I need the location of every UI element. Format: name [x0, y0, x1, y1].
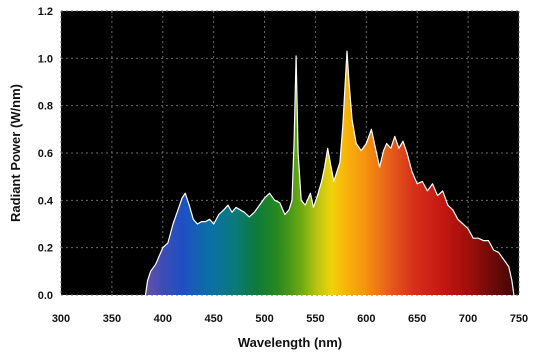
y-tick-label: 0.2 [38, 243, 53, 255]
series-layer [144, 50, 515, 296]
x-tick-label: 500 [255, 313, 273, 325]
spectrum-outline [144, 50, 515, 296]
y-tick-label: 0.8 [38, 101, 53, 113]
y-tick-label: 1.0 [38, 53, 53, 65]
x-tick-labels: 300 350 400 450 500 550 600 650 700 750 [52, 313, 528, 325]
spectrum-area [145, 51, 514, 296]
x-tick-label: 600 [357, 313, 375, 325]
y-tick-label: 0.0 [38, 290, 53, 302]
y-tick-label: 0.6 [38, 148, 53, 160]
x-tick-label: 400 [154, 313, 172, 325]
y-tick-label: 1.2 [38, 6, 53, 18]
x-tick-label: 450 [204, 313, 222, 325]
y-axis-label: Radiant Power (W/nm) [8, 84, 23, 222]
x-tick-label: 650 [408, 313, 426, 325]
y-tick-labels: 0.0 0.2 0.4 0.6 0.8 1.0 1.2 [38, 6, 54, 302]
y-tick-label: 0.4 [38, 195, 54, 207]
x-tick-label: 750 [510, 313, 528, 325]
x-tick-label: 350 [103, 313, 121, 325]
x-tick-label: 700 [459, 313, 477, 325]
x-tick-label: 300 [52, 313, 70, 325]
x-axis-label: Wavelength (nm) [238, 335, 342, 350]
x-tick-label: 550 [306, 313, 324, 325]
